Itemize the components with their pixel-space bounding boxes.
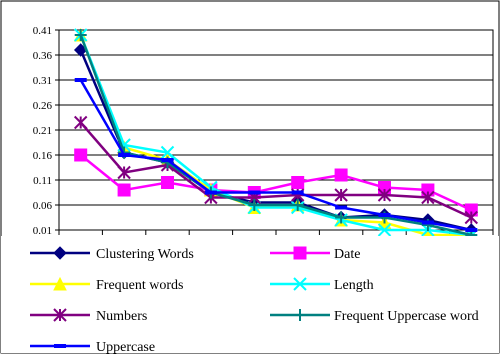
y-tick-label: 0.36: [33, 50, 53, 62]
data-point: [118, 153, 131, 157]
y-tick-label: 0.31: [33, 75, 52, 87]
legend-marker: [53, 308, 67, 322]
legend-box: [1, 236, 499, 353]
series-line: [79, 79, 472, 232]
legend-label: Frequent words: [96, 278, 184, 293]
y-tick-label: 0.01: [33, 225, 52, 237]
legend-marker: [293, 277, 307, 291]
series-frequent-uppercase-word: [74, 29, 478, 241]
data-point: [378, 213, 391, 217]
legend-label: Length: [334, 278, 374, 293]
legend-label: Numbers: [96, 309, 147, 324]
series-line: [79, 49, 472, 232]
data-point: [161, 176, 174, 189]
y-tick-label: 0.16: [33, 150, 53, 162]
data-point: [161, 158, 174, 162]
data-point: [421, 190, 435, 205]
y-tick-label: 0.11: [33, 175, 52, 187]
legend-marker: [294, 309, 306, 321]
legend-marker: [54, 344, 66, 348]
data-point: [377, 188, 392, 202]
data-point: [74, 29, 87, 41]
legend-item: Frequent Uppercase word: [270, 309, 479, 324]
data-point: [464, 210, 479, 225]
data-point: [291, 190, 304, 195]
data-point: [248, 199, 261, 211]
legend-item: Length: [270, 277, 374, 293]
y-tick-label: 0.06: [33, 200, 53, 212]
legend-item: Clustering Words: [30, 246, 194, 262]
data-point: [74, 148, 88, 162]
data-point: [204, 190, 217, 195]
series-line: [79, 154, 472, 212]
legend-item: Numbers: [30, 308, 147, 324]
data-point: [421, 220, 434, 225]
data-point: [335, 211, 348, 224]
data-point: [465, 228, 478, 232]
data-point: [117, 165, 131, 180]
data-point: [334, 188, 348, 202]
series-line: [79, 34, 472, 237]
legend-label: Uppercase: [96, 340, 155, 354]
legend-label: Date: [334, 247, 360, 262]
legend-marker: [53, 276, 67, 291]
series-length: [73, 28, 479, 242]
legend-marker: [293, 246, 307, 260]
series-uppercase: [74, 78, 478, 232]
data-point: [334, 168, 348, 182]
data-point: [73, 115, 88, 130]
legend-item: Uppercase: [30, 340, 155, 354]
data-point: [117, 183, 131, 197]
data-point: [335, 205, 348, 210]
y-tick-label: 0.41: [33, 25, 52, 37]
legend-label: Frequent Uppercase word: [334, 309, 479, 324]
y-tick-label: 0.26: [33, 100, 53, 112]
legend: Clustering Words Date Frequent words Length…: [1, 236, 499, 354]
y-tick-label: 0.21: [33, 125, 52, 137]
data-point: [248, 190, 261, 195]
data-point: [74, 78, 87, 82]
data-point: [291, 199, 304, 211]
legend-item: Date: [270, 246, 360, 262]
legend-item: Frequent words: [30, 276, 184, 293]
legend-marker: [53, 246, 67, 260]
legend-label: Clustering Words: [96, 247, 194, 262]
data-point: [291, 176, 305, 189]
data-point: [377, 223, 392, 237]
series-frequent-words: [73, 27, 479, 242]
data-point: [160, 145, 175, 160]
series-line: [79, 121, 472, 219]
